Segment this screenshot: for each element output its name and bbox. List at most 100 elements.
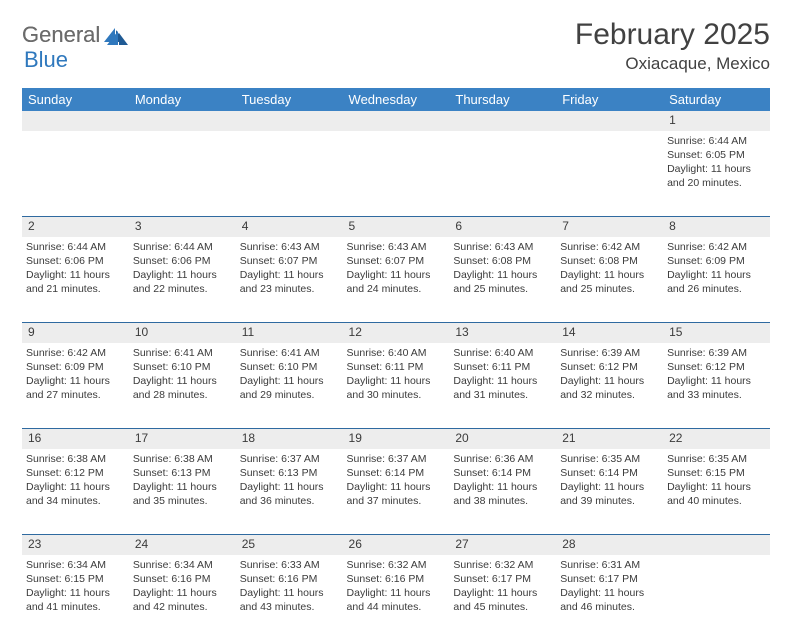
day-number-cell (22, 111, 129, 131)
sunset-text: Sunset: 6:15 PM (26, 572, 125, 586)
day-cell: Sunrise: 6:42 AMSunset: 6:09 PMDaylight:… (663, 237, 770, 323)
sunrise-text: Sunrise: 6:44 AM (667, 134, 766, 148)
sunset-text: Sunset: 6:06 PM (133, 254, 232, 268)
day-cell (343, 131, 450, 217)
day-number-cell (663, 535, 770, 555)
day-cell: Sunrise: 6:44 AMSunset: 6:06 PMDaylight:… (129, 237, 236, 323)
sunrise-text: Sunrise: 6:35 AM (560, 452, 659, 466)
day-number-row: 9101112131415 (22, 323, 770, 343)
sunrise-text: Sunrise: 6:38 AM (26, 452, 125, 466)
sunrise-text: Sunrise: 6:42 AM (560, 240, 659, 254)
day-number-cell: 25 (236, 535, 343, 555)
day-number-cell: 3 (129, 217, 236, 237)
sunrise-text: Sunrise: 6:33 AM (240, 558, 339, 572)
sunset-text: Sunset: 6:08 PM (453, 254, 552, 268)
day-number-cell: 27 (449, 535, 556, 555)
day-header: Thursday (449, 88, 556, 111)
day-cell: Sunrise: 6:35 AMSunset: 6:14 PMDaylight:… (556, 449, 663, 535)
sunrise-text: Sunrise: 6:41 AM (240, 346, 339, 360)
daylight-text: Daylight: 11 hours and 37 minutes. (347, 480, 446, 508)
sunrise-text: Sunrise: 6:36 AM (453, 452, 552, 466)
sunset-text: Sunset: 6:12 PM (26, 466, 125, 480)
daylight-text: Daylight: 11 hours and 26 minutes. (667, 268, 766, 296)
sunset-text: Sunset: 6:08 PM (560, 254, 659, 268)
daylight-text: Daylight: 11 hours and 32 minutes. (560, 374, 659, 402)
day-cell: Sunrise: 6:42 AMSunset: 6:09 PMDaylight:… (22, 343, 129, 429)
sunrise-text: Sunrise: 6:43 AM (347, 240, 446, 254)
sunrise-text: Sunrise: 6:34 AM (26, 558, 125, 572)
sunrise-text: Sunrise: 6:44 AM (26, 240, 125, 254)
day-cell (556, 131, 663, 217)
week-row: Sunrise: 6:44 AMSunset: 6:05 PMDaylight:… (22, 131, 770, 217)
sunrise-text: Sunrise: 6:32 AM (347, 558, 446, 572)
sunrise-text: Sunrise: 6:39 AM (560, 346, 659, 360)
daylight-text: Daylight: 11 hours and 40 minutes. (667, 480, 766, 508)
sunset-text: Sunset: 6:14 PM (347, 466, 446, 480)
day-cell: Sunrise: 6:37 AMSunset: 6:14 PMDaylight:… (343, 449, 450, 535)
sunset-text: Sunset: 6:09 PM (667, 254, 766, 268)
title-month: February 2025 (575, 18, 770, 52)
day-number-row: 2345678 (22, 217, 770, 237)
sunrise-text: Sunrise: 6:40 AM (347, 346, 446, 360)
sunset-text: Sunset: 6:11 PM (453, 360, 552, 374)
sunset-text: Sunset: 6:16 PM (240, 572, 339, 586)
calendar-table: Sunday Monday Tuesday Wednesday Thursday… (22, 88, 770, 641)
sunset-text: Sunset: 6:11 PM (347, 360, 446, 374)
daylight-text: Daylight: 11 hours and 39 minutes. (560, 480, 659, 508)
day-cell (129, 131, 236, 217)
day-number-cell: 22 (663, 429, 770, 449)
day-number-cell (556, 111, 663, 131)
page-header: General February 2025 Oxiacaque, Mexico (22, 18, 770, 74)
daylight-text: Daylight: 11 hours and 27 minutes. (26, 374, 125, 402)
sunset-text: Sunset: 6:13 PM (133, 466, 232, 480)
daylight-text: Daylight: 11 hours and 21 minutes. (26, 268, 125, 296)
daylight-text: Daylight: 11 hours and 22 minutes. (133, 268, 232, 296)
day-cell: Sunrise: 6:41 AMSunset: 6:10 PMDaylight:… (236, 343, 343, 429)
sunrise-text: Sunrise: 6:38 AM (133, 452, 232, 466)
sunrise-text: Sunrise: 6:40 AM (453, 346, 552, 360)
day-cell: Sunrise: 6:37 AMSunset: 6:13 PMDaylight:… (236, 449, 343, 535)
day-number-cell: 9 (22, 323, 129, 343)
sunrise-text: Sunrise: 6:35 AM (667, 452, 766, 466)
sunset-text: Sunset: 6:12 PM (560, 360, 659, 374)
day-number-cell: 8 (663, 217, 770, 237)
day-number-cell: 28 (556, 535, 663, 555)
sunset-text: Sunset: 6:07 PM (347, 254, 446, 268)
day-number-cell: 20 (449, 429, 556, 449)
day-cell: Sunrise: 6:42 AMSunset: 6:08 PMDaylight:… (556, 237, 663, 323)
sunset-text: Sunset: 6:14 PM (560, 466, 659, 480)
daylight-text: Daylight: 11 hours and 33 minutes. (667, 374, 766, 402)
daylight-text: Daylight: 11 hours and 45 minutes. (453, 586, 552, 614)
day-number-row: 1 (22, 111, 770, 131)
day-number-row: 16171819202122 (22, 429, 770, 449)
day-cell: Sunrise: 6:36 AMSunset: 6:14 PMDaylight:… (449, 449, 556, 535)
day-number-cell: 14 (556, 323, 663, 343)
day-number-cell: 5 (343, 217, 450, 237)
day-cell: Sunrise: 6:41 AMSunset: 6:10 PMDaylight:… (129, 343, 236, 429)
sunrise-text: Sunrise: 6:31 AM (560, 558, 659, 572)
sunset-text: Sunset: 6:12 PM (667, 360, 766, 374)
sunset-text: Sunset: 6:06 PM (26, 254, 125, 268)
day-header: Monday (129, 88, 236, 111)
day-number-cell: 7 (556, 217, 663, 237)
day-cell: Sunrise: 6:39 AMSunset: 6:12 PMDaylight:… (556, 343, 663, 429)
day-cell: Sunrise: 6:43 AMSunset: 6:07 PMDaylight:… (236, 237, 343, 323)
week-row: Sunrise: 6:34 AMSunset: 6:15 PM Daylight:… (22, 555, 770, 641)
daylight-text: Daylight: 11 hours and 34 minutes. (26, 480, 125, 508)
day-number-cell: 6 (449, 217, 556, 237)
day-number-cell: 12 (343, 323, 450, 343)
day-number-cell: 1 (663, 111, 770, 131)
daylight-text: Daylight: 11 hours and 25 minutes. (453, 268, 552, 296)
day-cell (663, 555, 770, 641)
day-header: Wednesday (343, 88, 450, 111)
sunset-text: Sunset: 6:10 PM (240, 360, 339, 374)
title-location: Oxiacaque, Mexico (575, 54, 770, 74)
daylight-text: Daylight: 11 hours and 24 minutes. (347, 268, 446, 296)
day-number-cell: 17 (129, 429, 236, 449)
title-block: February 2025 Oxiacaque, Mexico (575, 18, 770, 74)
sunset-text: Sunset: 6:07 PM (240, 254, 339, 268)
day-number-cell: 23 (22, 535, 129, 555)
sunrise-text: Sunrise: 6:43 AM (453, 240, 552, 254)
day-cell: Sunrise: 6:44 AMSunset: 6:05 PMDaylight:… (663, 131, 770, 217)
day-number-cell: 21 (556, 429, 663, 449)
